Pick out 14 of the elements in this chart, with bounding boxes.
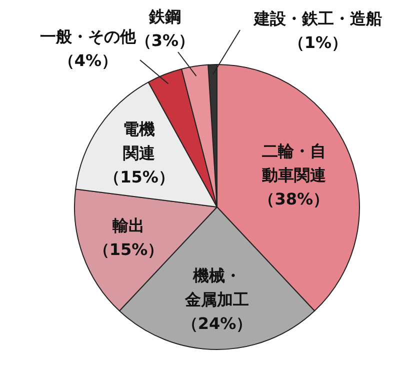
slice-label: 電機関連	[123, 119, 156, 162]
data-label: （15%）	[93, 240, 164, 260]
slice-label: 機械・金属加工	[184, 266, 249, 310]
slice-label: 一般・その他	[40, 27, 137, 46]
data-label: （4%）	[58, 51, 118, 70]
data-label: （24%）	[182, 314, 252, 334]
data-label: （3%）	[135, 31, 195, 50]
data-label: （15%）	[104, 167, 174, 186]
slice-label: 輸出	[112, 216, 145, 236]
slice-label: 鉄鋼	[148, 7, 181, 26]
data-label: （1%）	[288, 33, 348, 52]
slice-label: 建設・鉄工・造船	[252, 9, 382, 28]
data-label: （38%）	[258, 190, 329, 209]
slice-label: 二輪・自動車関連	[260, 142, 326, 185]
